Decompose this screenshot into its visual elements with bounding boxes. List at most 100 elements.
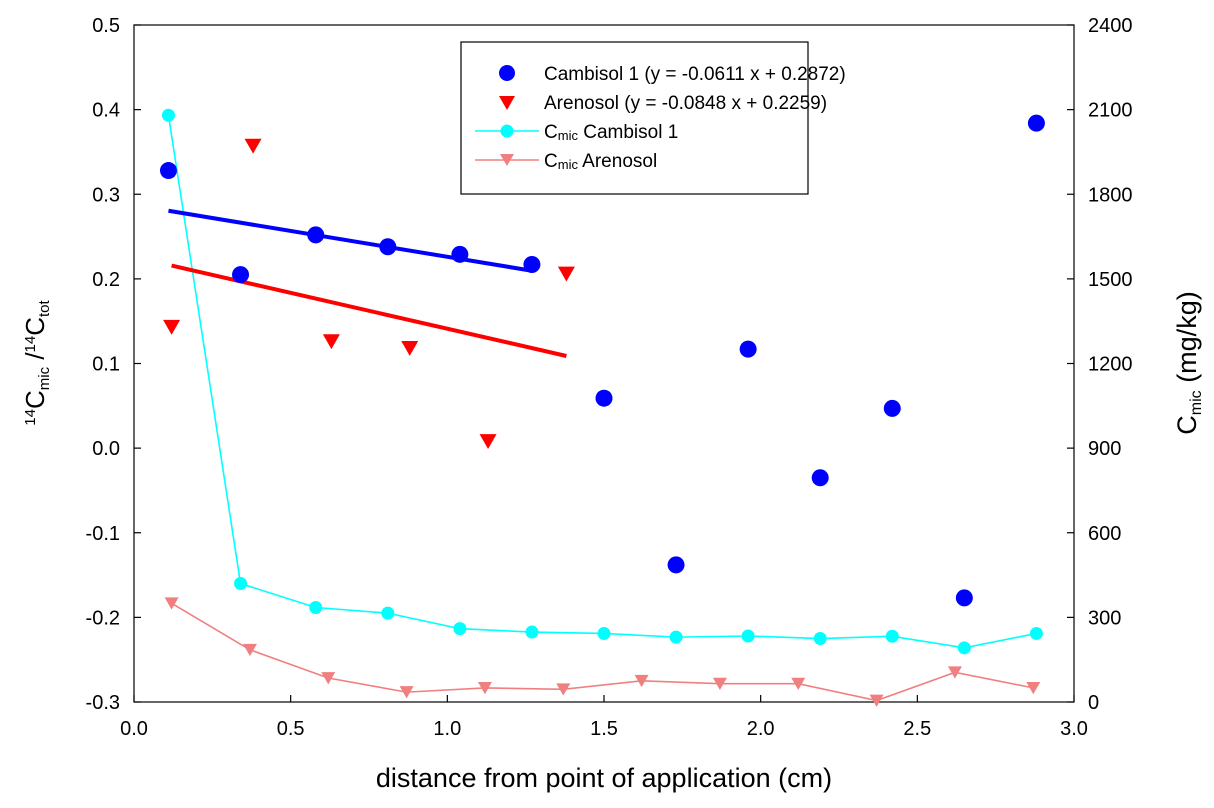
point-cambisol — [595, 389, 613, 407]
y-right-tick-label: 0 — [1088, 692, 1099, 714]
y-left-label-sub2: tot — [36, 299, 53, 317]
y-right-label-sub: mic — [1188, 390, 1205, 415]
point-cmic_cambisol — [234, 577, 248, 591]
point-cmic_arenosol — [164, 597, 179, 610]
point-arenosol — [557, 266, 575, 282]
regression-line-fit_cambisol — [168, 208, 533, 273]
x-tick-label: 3.0 — [1060, 718, 1088, 740]
axes: 0.0 0.5 1.0 1.5 2.0 2.5 3.0 -0.3 -0.2 -0.1 0.0 0.1 0… — [86, 15, 1133, 740]
y-axis-left-label: 14Cmic /14Ctot — [20, 299, 53, 425]
point-arenosol — [401, 341, 419, 356]
legend-marker-cmic-arenosol — [500, 154, 514, 166]
point-cmic_arenosol — [1026, 681, 1041, 695]
x-tick-label: 0.0 — [120, 718, 148, 740]
point-cmic_arenosol — [947, 666, 962, 679]
y-left-tick-label: 0.0 — [92, 438, 120, 460]
point-cambisol — [955, 589, 973, 607]
point-cambisol — [811, 469, 829, 487]
legend-marker-cmic-cambisol — [500, 124, 514, 138]
point-arenosol — [322, 334, 340, 350]
y-left-tick-label: 0.2 — [92, 269, 120, 291]
point-cambisol — [379, 238, 397, 256]
point-cmic_cambisol — [813, 632, 827, 646]
legend-marker-cambisol — [499, 65, 515, 81]
y-left-tick-label: 0.5 — [92, 15, 120, 37]
legend-label-cmic-arenosol-sub: mic — [558, 157, 579, 172]
legend-marker-arenosol — [499, 96, 515, 110]
y-right-tick-label: 2100 — [1088, 100, 1133, 122]
series-line-cmic_cambisol — [167, 115, 1037, 649]
series — [159, 108, 1045, 707]
point-arenosol — [244, 138, 262, 154]
y-left-label-sup2: 14 — [22, 336, 39, 353]
point-arenosol — [163, 319, 181, 335]
y-left-tick-label: 0.4 — [92, 100, 120, 122]
point-cmic_arenosol — [712, 677, 727, 690]
point-cmic_cambisol — [309, 601, 323, 615]
point-cambisol — [667, 556, 685, 574]
y-right-tick-label: 1200 — [1088, 354, 1133, 376]
point-cambisol — [159, 162, 177, 180]
legend-label-cmic-arenosol-main: C — [544, 151, 558, 172]
point-cmic_arenosol — [242, 643, 257, 657]
point-cambisol — [523, 255, 541, 273]
legend-item-arenosol: Arenosol (y = -0.0848 x + 0.2259) — [499, 93, 827, 114]
x-tick-label: 1.5 — [590, 718, 618, 740]
legend-box — [460, 41, 809, 195]
point-cmic_cambisol — [597, 626, 611, 640]
legend-label-cambisol: Cambisol 1 (y = -0.0611 x + 0.2872) — [544, 64, 846, 85]
point-cmic_cambisol — [669, 630, 683, 644]
x-tick-label: 1.0 — [433, 718, 461, 740]
point-cmic_arenosol — [477, 681, 492, 695]
point-cmic_cambisol — [453, 622, 467, 636]
y-left-tick-label: 0.3 — [92, 184, 120, 206]
y-left-label-main: C — [20, 390, 50, 409]
point-cmic_arenosol — [869, 694, 884, 707]
y-right-tick-label: 600 — [1088, 523, 1121, 545]
point-cambisol — [451, 245, 469, 263]
point-cambisol — [883, 399, 901, 417]
point-cmic_arenosol — [556, 683, 571, 696]
y-right-label-main: C — [1172, 415, 1202, 435]
point-cmic_cambisol — [741, 629, 755, 643]
point-cmic_arenosol — [634, 674, 649, 688]
point-cmic_cambisol — [957, 641, 971, 655]
legend-label-cmic-arenosol: Cmic Arenosol — [544, 151, 657, 172]
legend-label-cmic-cambisol-main: C — [544, 122, 558, 143]
legend-label-cmic-cambisol-rest: Cambisol 1 — [578, 122, 678, 143]
y-right-tick-label: 1500 — [1088, 269, 1133, 291]
y-right-tick-label: 2400 — [1088, 15, 1133, 37]
legend-label-cmic-cambisol: Cmic Cambisol 1 — [544, 122, 678, 143]
y-left-label-sep: / — [20, 352, 50, 367]
y-right-tick-label: 300 — [1088, 607, 1121, 629]
legend-label-arenosol: Arenosol (y = -0.0848 x + 0.2259) — [544, 93, 827, 114]
y-left-tick-label: -0.2 — [86, 607, 120, 629]
regression-line-fit_arenosol — [171, 263, 567, 358]
y-left-tick-label: -0.3 — [86, 692, 120, 714]
point-cmic_cambisol — [161, 108, 175, 122]
x-tick-label: 2.5 — [903, 718, 931, 740]
x-axis-label: distance from point of application (cm) — [376, 763, 832, 793]
y-left-label-sub: mic — [36, 366, 53, 390]
y-axis-right-label: Cmic (mg/kg) — [1172, 291, 1205, 434]
y-left-tick-label: 0.1 — [92, 354, 120, 376]
legend-item-cmic-cambisol: Cmic Cambisol 1 — [475, 122, 678, 143]
y-right-tick-label: 1800 — [1088, 184, 1133, 206]
point-cmic_cambisol — [1029, 626, 1043, 640]
point-cambisol — [1027, 114, 1045, 132]
point-cmic_cambisol — [525, 625, 539, 639]
point-cambisol — [232, 266, 250, 284]
y-right-label-rest: (mg/kg) — [1172, 291, 1202, 390]
point-cmic_arenosol — [321, 672, 336, 685]
legend-label-cmic-arenosol-rest: Arenosol — [578, 151, 657, 172]
point-cmic_arenosol — [399, 686, 414, 699]
y-left-tick-label: -0.1 — [86, 523, 120, 545]
legend-item-cmic-arenosol: Cmic Arenosol — [475, 151, 657, 172]
point-cambisol — [307, 226, 325, 244]
y-left-label-sup: 14 — [22, 409, 39, 426]
legend: Cambisol 1 (y = -0.0611 x + 0.2872) Aren… — [460, 41, 846, 195]
x-tick-label: 0.5 — [277, 718, 305, 740]
y-right-tick-label: 900 — [1088, 438, 1121, 460]
y-left-label-main2: C — [20, 317, 50, 336]
